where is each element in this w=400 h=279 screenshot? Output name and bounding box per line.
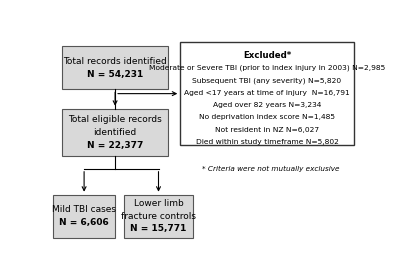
Text: N = 22,377: N = 22,377 bbox=[87, 141, 143, 150]
Text: No deprivation index score N=1,485: No deprivation index score N=1,485 bbox=[199, 114, 335, 121]
Text: Not resident in NZ N=6,027: Not resident in NZ N=6,027 bbox=[215, 127, 319, 133]
Text: N = 54,231: N = 54,231 bbox=[87, 70, 143, 79]
Text: Aged over 82 years N=3,234: Aged over 82 years N=3,234 bbox=[213, 102, 321, 108]
Text: fracture controls: fracture controls bbox=[121, 211, 196, 221]
Text: Died within study timeframe N=5,802: Died within study timeframe N=5,802 bbox=[196, 140, 338, 145]
Text: * Criteria were not mutually exclusive: * Criteria were not mutually exclusive bbox=[202, 166, 339, 172]
FancyBboxPatch shape bbox=[53, 195, 115, 238]
FancyBboxPatch shape bbox=[62, 109, 168, 156]
Text: Excluded*: Excluded* bbox=[243, 51, 291, 60]
FancyBboxPatch shape bbox=[180, 42, 354, 145]
Text: Moderate or Severe TBI (prior to index injury in 2003) N=2,985: Moderate or Severe TBI (prior to index i… bbox=[149, 65, 385, 71]
Text: Subsequent TBI (any severity) N=5,820: Subsequent TBI (any severity) N=5,820 bbox=[192, 77, 342, 84]
Text: Aged <17 years at time of injury  N=16,791: Aged <17 years at time of injury N=16,79… bbox=[184, 90, 350, 95]
FancyBboxPatch shape bbox=[124, 195, 193, 238]
Text: Total eligible records: Total eligible records bbox=[68, 115, 162, 124]
Text: Mild TBI cases: Mild TBI cases bbox=[52, 205, 116, 214]
Text: N = 15,771: N = 15,771 bbox=[130, 225, 187, 234]
Text: N = 6,606: N = 6,606 bbox=[59, 218, 109, 227]
Text: identified: identified bbox=[94, 128, 137, 137]
Text: Lower limb: Lower limb bbox=[134, 199, 183, 208]
Text: Total records identified: Total records identified bbox=[63, 57, 167, 66]
FancyBboxPatch shape bbox=[62, 46, 168, 89]
